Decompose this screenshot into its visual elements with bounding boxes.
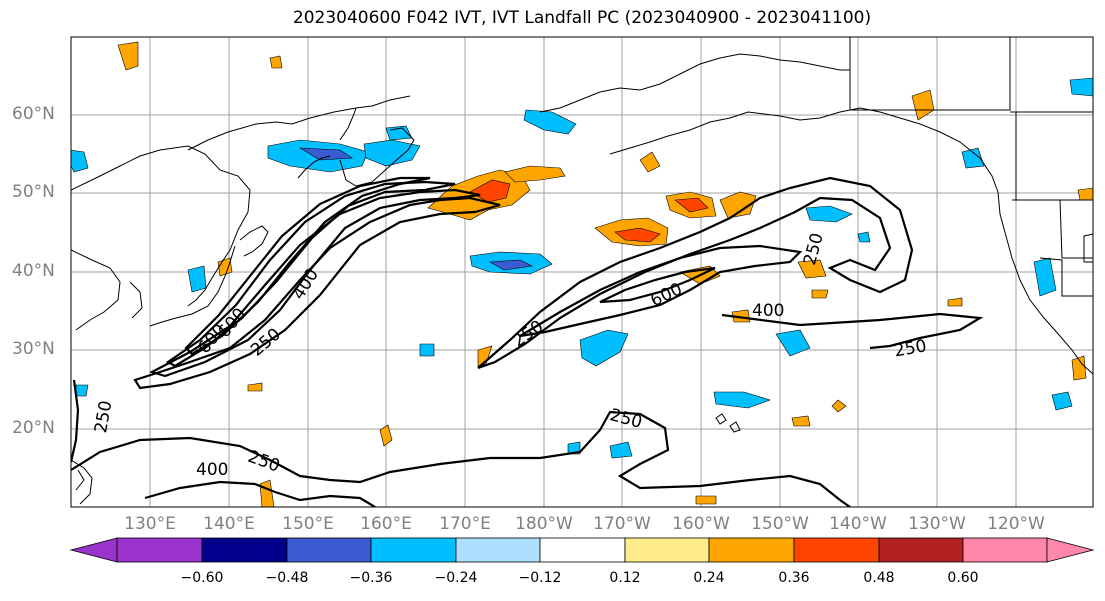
- colorbar-tick-label: 0.36: [778, 570, 810, 586]
- anomaly-patch: [75, 384, 89, 397]
- anomaly-patch: [791, 415, 811, 427]
- lat-label: 40°N: [12, 261, 55, 281]
- colorbar-tick-label: −0.24: [434, 570, 478, 586]
- lon-label: 170°W: [593, 514, 651, 534]
- contour-400-south: [144, 480, 376, 507]
- lon-label: 160°W: [672, 514, 730, 534]
- colorbar-tick-label: 0.48: [863, 570, 895, 586]
- colorbar-bin: [201, 537, 288, 563]
- lon-label: 140°W: [829, 514, 887, 534]
- colorbar-extend-right: [1046, 537, 1095, 563]
- anomaly-patch: [947, 297, 963, 307]
- colorbar-bin: [116, 537, 203, 563]
- anomaly-patch: [775, 329, 811, 357]
- map-title: 2023040600 F042 IVT, IVT Landfall PC (20…: [292, 8, 872, 28]
- anomaly-patch: [488, 259, 533, 271]
- contour-400-east: [519, 244, 803, 338]
- anomaly-patch: [567, 441, 581, 455]
- anomaly-patch: [614, 227, 661, 243]
- colorbar-tick-label: 0.12: [609, 570, 641, 586]
- anomaly-patch: [504, 165, 566, 183]
- anomaly-patch: [419, 343, 435, 357]
- contour-600-east: [599, 266, 716, 304]
- contour-800-west: [184, 176, 431, 356]
- contour-250-left: [71, 379, 80, 463]
- anomaly-patch: [719, 191, 757, 219]
- lon-label: 170°E: [439, 514, 491, 534]
- anomaly-patch: [523, 109, 577, 135]
- contour-400-west: [149, 188, 481, 378]
- anomaly-patch: [1077, 187, 1093, 201]
- anomaly-patch: [269, 55, 283, 69]
- lon-label: 130°W: [908, 514, 966, 534]
- anomaly-patch: [1071, 355, 1087, 381]
- colorbar-extend-left: [69, 537, 118, 563]
- lon-label: 160°E: [360, 514, 412, 534]
- anomaly-patch: [695, 495, 717, 505]
- anomaly-patch: [477, 345, 493, 367]
- colorbar-bin: [370, 537, 457, 563]
- contour-label: 400: [752, 301, 784, 321]
- anomaly-patch: [1051, 391, 1073, 411]
- anomaly-patch: [831, 399, 847, 413]
- anomaly-patch: [469, 179, 511, 203]
- lon-label: 150°E: [282, 514, 334, 534]
- anomaly-patch: [71, 149, 89, 173]
- coastlines: [71, 37, 1093, 505]
- anomaly-patch: [379, 424, 393, 447]
- anomaly-patch: [857, 231, 871, 243]
- colorbar-tick-label: −0.60: [180, 570, 224, 586]
- anomaly-patch: [674, 197, 709, 213]
- anomaly-patch: [1033, 257, 1057, 297]
- anomaly-patch: [247, 382, 263, 392]
- lon-label: 150°W: [751, 514, 809, 534]
- lon-label: 180°W: [515, 514, 573, 534]
- lon-label: 120°W: [987, 514, 1045, 534]
- ivt-contours: [71, 176, 984, 507]
- contour-250-south: [71, 410, 851, 507]
- anomaly-patch: [1069, 77, 1093, 97]
- anomaly-patch: [639, 151, 661, 173]
- colorbar-bin: [624, 537, 710, 563]
- colorbar-bin: [878, 537, 964, 563]
- colorbar: [69, 537, 1095, 563]
- colorbar-bin: [539, 537, 626, 563]
- lon-label: 140°E: [203, 514, 255, 534]
- anomaly-patch: [117, 41, 139, 71]
- anomaly-patch: [713, 391, 771, 409]
- colorbar-tick-label: −0.12: [518, 570, 562, 586]
- colorbar-tick-label: 0.60: [947, 570, 979, 586]
- contour-400-tail: [721, 312, 984, 350]
- anomaly-patch: [961, 147, 985, 169]
- anomaly-patch: [579, 329, 629, 367]
- lat-label: 50°N: [12, 182, 55, 202]
- colorbar-bin: [455, 537, 541, 563]
- colorbar-tick-label: −0.48: [265, 570, 309, 586]
- colorbar-bin: [708, 537, 795, 563]
- anomaly-patch: [811, 289, 829, 299]
- colorbar-bin: [962, 537, 1048, 563]
- colorbar-bin: [793, 537, 880, 563]
- negative-anomaly-patches: [71, 77, 1093, 459]
- anomaly-patch: [805, 205, 853, 223]
- lat-label: 30°N: [12, 339, 55, 359]
- contour-label: 400: [196, 460, 228, 480]
- lat-label: 20°N: [12, 418, 55, 438]
- anomaly-patch: [299, 147, 353, 161]
- colorbar-tick-label: −0.36: [349, 570, 393, 586]
- anomaly-patch: [609, 441, 633, 459]
- colorbar-bin: [286, 537, 372, 563]
- colorbar-tick-label: 0.24: [693, 570, 725, 586]
- lon-label: 130°E: [124, 514, 176, 534]
- map-frame: [70, 36, 1094, 508]
- anomaly-patch: [797, 259, 827, 279]
- lat-label: 60°N: [12, 104, 55, 124]
- contour-250-west: [133, 196, 501, 390]
